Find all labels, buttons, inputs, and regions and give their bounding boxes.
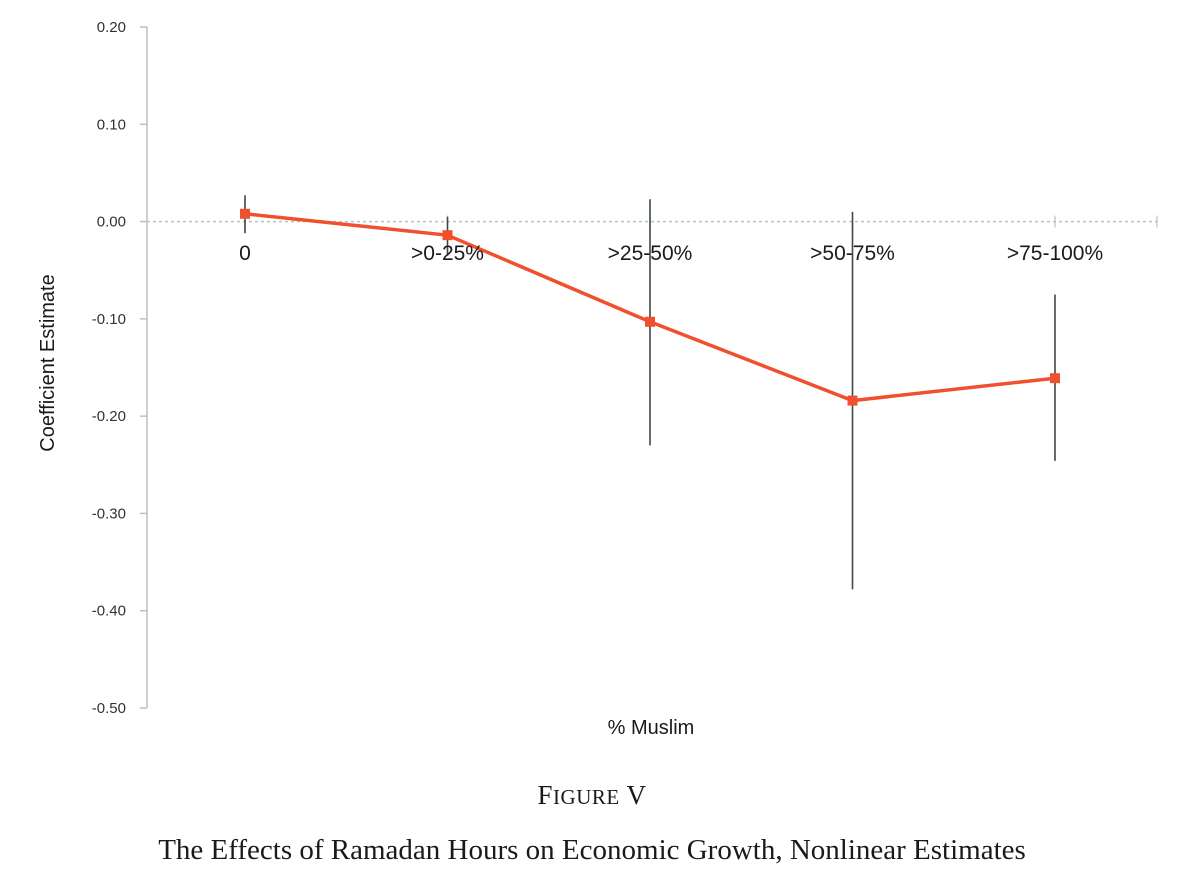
category-label: >50-75%: [810, 242, 895, 265]
data-point: [1050, 373, 1060, 384]
category-label: >75-100%: [1007, 242, 1103, 265]
y-tick-label: -0.10: [92, 311, 126, 328]
x-axis-title: % Muslim: [608, 717, 695, 739]
y-tick-label: 0.10: [97, 116, 126, 133]
y-tick-label: 0.00: [97, 214, 126, 231]
y-tick-label: -0.30: [92, 505, 126, 522]
figure-number-smallcaps: IGURE: [553, 785, 620, 809]
y-tick-label: -0.20: [92, 408, 126, 425]
chart: 0.20 0.10 0.00 -0.10 -0.20 -0.30 -0.40 -0.50 0 >…: [37, 19, 1158, 739]
figure-number-initial: F: [537, 780, 554, 810]
category-label: >0-25%: [411, 242, 484, 265]
y-tick-label: -0.40: [92, 603, 126, 620]
data-points: [240, 208, 1060, 406]
y-tick-label: -0.50: [92, 700, 126, 717]
data-point: [240, 208, 250, 219]
y-tick-label: 0.20: [97, 19, 126, 36]
y-ticks: 0.20 0.10 0.00 -0.10 -0.20 -0.30 -0.40 -0.50: [92, 19, 147, 717]
figure-number: FIGURE V: [0, 780, 1184, 811]
y-axis-title: Coefficient Estimate: [37, 274, 59, 452]
figure-caption: The Effects of Ramadan Hours on Economic…: [158, 834, 1026, 866]
category-label: 0: [239, 242, 251, 265]
axes: [146, 27, 1158, 708]
data-point: [442, 230, 453, 241]
category-label: >25-50%: [608, 242, 693, 265]
category-labels: 0 >0-25% >25-50% >50-75% >75-100%: [239, 242, 1103, 265]
data-point: [645, 316, 655, 327]
figure-number-suffix: V: [619, 780, 647, 810]
data-point: [847, 395, 858, 406]
